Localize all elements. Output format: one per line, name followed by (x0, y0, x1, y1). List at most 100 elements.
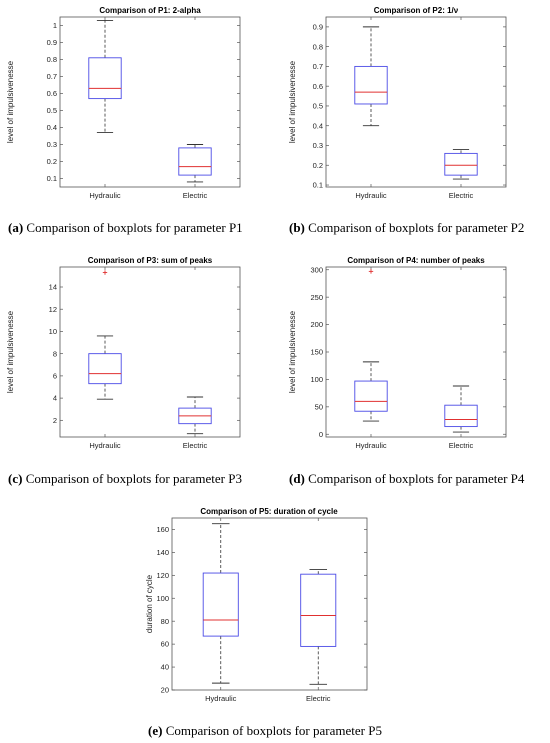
chart-panel-3: Comparison of P3: sum of peaks 2 4 6 8 10 12 14… (6, 256, 242, 486)
box-electric (444, 385, 478, 433)
x-tick-label-electric: Electric (183, 191, 208, 200)
y-tick-label: 0.8 (47, 55, 57, 64)
y-tick-label: 10 (49, 327, 57, 336)
box-hydraulic (88, 270, 122, 400)
y-axis-label: level of impulsivenesse (6, 60, 15, 143)
x-tick-label-hydraulic: Hydraulic (89, 441, 121, 450)
y-tick-label: 0.4 (313, 121, 323, 130)
y-tick-label: 0.1 (47, 174, 57, 183)
y-tick-label: 20 (161, 686, 169, 695)
caption-label: (b) (289, 220, 305, 235)
y-tick-label: 200 (310, 320, 323, 329)
iqr-box (300, 573, 337, 647)
y-tick-label: 2 (53, 416, 57, 425)
caption-text: Comparison of boxplots for parameter P2 (305, 220, 525, 235)
panel-caption: (a) Comparison of boxplots for parameter… (8, 220, 243, 235)
axes-frame (171, 517, 368, 691)
y-tick-label: 0 (319, 430, 323, 439)
panel-caption: (c) Comparison of boxplots for parameter… (8, 471, 242, 486)
box-electric (178, 144, 212, 183)
y-tick-label: 0.3 (313, 141, 323, 150)
outlier-marker (102, 270, 108, 275)
chart-title: Comparison of P5: duration of cycle (200, 507, 338, 516)
y-tick-label: 14 (49, 283, 57, 292)
y-axis-label: level of impulsivenesse (288, 310, 297, 393)
y-tick-label: 60 (161, 640, 169, 649)
y-tick-label: 100 (310, 375, 323, 384)
axes-frame (325, 266, 507, 438)
y-tick-label: 4 (53, 394, 57, 403)
x-tick-label-electric: Electric (449, 191, 474, 200)
panel-caption: (d) Comparison of boxplots for parameter… (289, 471, 525, 486)
iqr-box (202, 572, 239, 637)
y-tick-label: 300 (310, 265, 323, 274)
y-tick-label: 250 (310, 293, 323, 302)
iqr-box (88, 57, 122, 100)
x-tick-label-electric: Electric (183, 441, 208, 450)
chart-title: Comparison of P1: 2-alpha (99, 6, 201, 15)
caption-label: (d) (289, 471, 305, 486)
iqr-box (354, 380, 388, 412)
y-tick-label: 0.3 (47, 140, 57, 149)
axes-frame (325, 16, 507, 188)
y-tick-label: 150 (310, 348, 323, 357)
x-tick-label-electric: Electric (306, 694, 331, 703)
y-tick-label: 0.8 (313, 42, 323, 51)
x-tick-label-hydraulic: Hydraulic (205, 694, 237, 703)
y-axis-label: level of impulsivenesse (288, 60, 297, 143)
iqr-box (444, 404, 478, 428)
box-hydraulic (88, 19, 122, 134)
caption-text: Comparison of boxplots for parameter P1 (23, 220, 243, 235)
y-tick-label: 0.5 (313, 102, 323, 111)
y-tick-label: 0.6 (313, 82, 323, 91)
y-tick-label: 50 (315, 402, 323, 411)
y-axis-label: level of impulsivenesse (6, 310, 15, 393)
box-electric (300, 569, 337, 685)
y-tick-label: 0.9 (313, 22, 323, 31)
y-tick-label: 12 (49, 305, 57, 314)
chart-title: Comparison of P4: number of peaks (347, 256, 485, 265)
y-axis-label: duration of cycle (145, 574, 154, 633)
caption-text: Comparison of boxplots for parameter P5 (162, 723, 382, 738)
box-electric (178, 396, 212, 435)
y-tick-label: 160 (156, 525, 169, 534)
y-tick-label: 0.1 (313, 181, 323, 190)
x-tick-label-hydraulic: Hydraulic (355, 441, 387, 450)
y-tick-label: 1 (53, 21, 57, 30)
y-tick-label: 6 (53, 371, 57, 380)
y-tick-label: 140 (156, 548, 169, 557)
chart-panel-2: Comparison of P2: 1/ν 0.1 0.2 0.3 0.4 0.5 0.6 0… (288, 6, 524, 235)
y-tick-label: 0.9 (47, 38, 57, 47)
y-tick-label: 0.7 (313, 62, 323, 71)
y-tick-label: 100 (156, 594, 169, 603)
y-tick-label: 80 (161, 617, 169, 626)
y-tick-label: 0.7 (47, 72, 57, 81)
chart-panel-5: Comparison of P5: duration of cycle 20 40 6… (145, 507, 382, 738)
caption-text: Comparison of boxplots for parameter P4 (305, 471, 525, 486)
chart-panel-4: Comparison of P4: number of peaks 0 50 100 1… (288, 256, 525, 486)
y-tick-label: 40 (161, 663, 169, 672)
caption-label: (c) (8, 471, 22, 486)
iqr-box (354, 65, 388, 105)
box-electric (444, 148, 478, 180)
chart-title: Comparison of P3: sum of peaks (88, 256, 213, 265)
caption-label: (a) (8, 220, 23, 235)
caption-text: Comparison of boxplots for parameter P3 (22, 471, 242, 486)
iqr-box (444, 152, 478, 176)
y-tick-label: 0.5 (47, 106, 57, 115)
panel-caption: (e) Comparison of boxplots for parameter… (148, 723, 382, 738)
y-tick-label: 120 (156, 571, 169, 580)
y-tick-label: 0.4 (47, 123, 57, 132)
y-tick-label: 8 (53, 349, 57, 358)
chart-panel-1: Comparison of P1: 2-alpha 0.1 0.2 0.3 0.4 0.5… (6, 6, 243, 235)
x-tick-label-electric: Electric (449, 441, 474, 450)
y-tick-label: 0.2 (47, 157, 57, 166)
iqr-box (88, 353, 122, 385)
x-tick-label-hydraulic: Hydraulic (355, 191, 387, 200)
chart-title: Comparison of P2: 1/ν (374, 6, 459, 15)
box-hydraulic (354, 26, 388, 127)
panel-caption: (b) Comparison of boxplots for parameter… (289, 220, 524, 235)
outlier-marker (368, 269, 374, 274)
box-hydraulic (202, 523, 239, 684)
